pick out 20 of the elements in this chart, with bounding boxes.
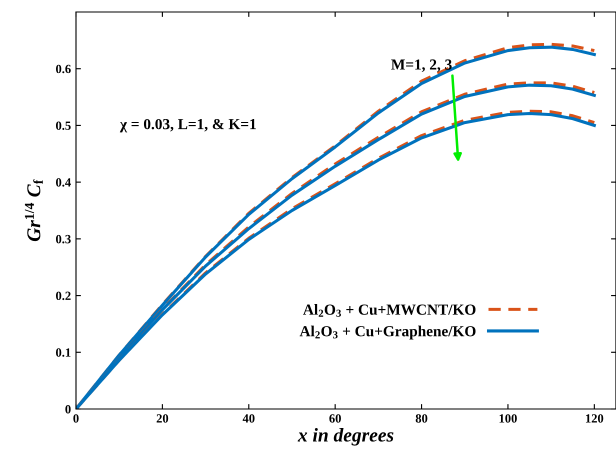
y-tick-label: 0 [65, 405, 71, 414]
y-tick-label: 0.5 [56, 121, 71, 130]
legend-label: Al$_{2}$O$_{3}$ + Cu+MWCNT/KO [303, 304, 476, 317]
y-tick-label: 0.6 [56, 64, 71, 74]
y-tick-label: 0.3 [56, 234, 71, 244]
x-axis-title: x in degrees [298, 428, 394, 446]
x-tick-label: 60 [329, 414, 341, 423]
y-tick-label: 0.2 [56, 292, 71, 300]
x-tick-label: 80 [416, 414, 428, 423]
x-tick-label: 100 [500, 414, 517, 423]
y-axis-title: Gr$^{1/4}$ C$_{f}$ [24, 180, 43, 242]
y-tick-label: 0.4 [56, 178, 71, 187]
y-tick-label: 0.1 [56, 348, 70, 357]
annotation: M=1, 2, 3 [391, 59, 452, 72]
x-tick-label: 120 [586, 414, 604, 423]
legend-label: Al$_{2}$O$_{3}$ + Cu+Graphene/KO [300, 326, 476, 340]
x-tick-label: 0 [73, 414, 79, 423]
annotation: χ = 0.03, L=1, & K=1 [120, 118, 256, 132]
x-tick-label: 40 [242, 414, 255, 423]
x-tick-label: 20 [156, 414, 168, 423]
